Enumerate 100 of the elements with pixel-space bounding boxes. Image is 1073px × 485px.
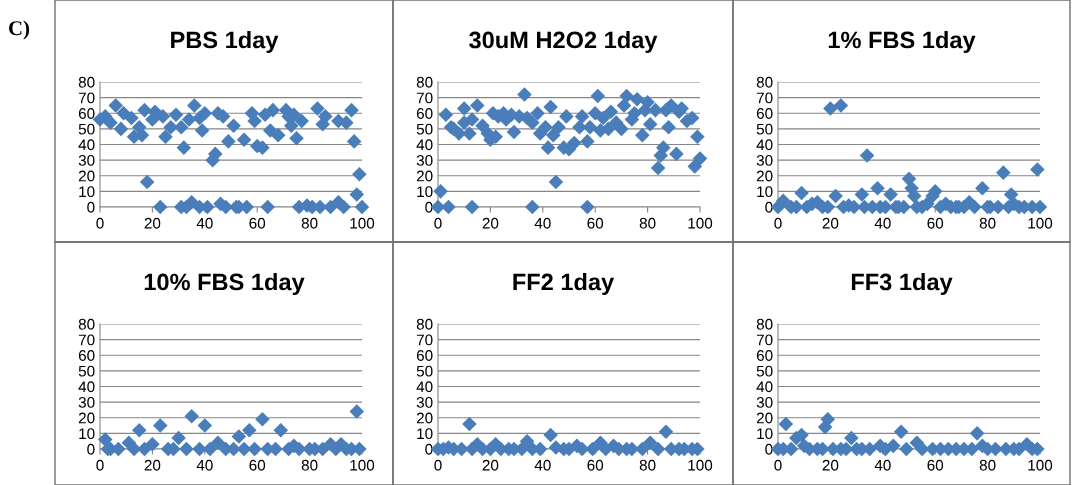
x-tick-label: 0 [96,217,104,229]
y-tick-label: 70 [756,334,773,346]
y-tick-label: 40 [78,139,95,151]
point [899,441,914,457]
x-tick-label: 60 [927,459,944,471]
point [585,441,600,457]
x-tick-label: 100 [688,217,713,229]
point [126,441,142,457]
x-tick-label: 0 [434,217,442,229]
y-tick-label: 20 [416,170,433,182]
point [145,437,160,452]
point [996,165,1011,180]
y-tick-label: 0 [87,201,95,213]
point [255,412,270,427]
x-tick-label: 20 [144,459,161,471]
x-tick-label: 40 [874,217,891,229]
y-tick-label: 0 [425,201,433,213]
x-tick-label: 60 [587,459,604,471]
x-tick-label: 100 [350,459,375,471]
x-tick-label: 100 [1028,459,1053,471]
x-tick-label: 0 [96,459,104,471]
x-tick-label: 100 [1028,217,1053,229]
x-tick-label: 20 [822,459,839,471]
y-tick-label: 70 [416,334,433,346]
x-tick-label: 40 [534,217,551,229]
x-tick-label: 80 [979,217,996,229]
point [844,430,859,446]
y-tick-label: 30 [416,154,433,166]
point [778,416,794,432]
x-tick-label: 100 [350,217,375,229]
point [1030,162,1045,177]
y-tick-label: 60 [756,108,773,119]
y-tick-label: 70 [416,92,433,104]
x-tick-label: 40 [534,459,551,471]
y-tick-label: 10 [757,186,773,198]
x-tick-label: 80 [301,459,318,471]
y-tick-label: 20 [78,170,95,182]
y-tick-label: 10 [417,428,433,440]
point [650,441,666,457]
x-tick-label: 20 [482,217,499,229]
y-tick-label: 80 [756,318,773,330]
x-tick-label: 20 [144,217,161,229]
point [820,412,836,427]
point [886,438,901,454]
point [132,422,147,438]
x-tick-label: 80 [979,459,996,471]
y-tick-label: 20 [756,170,773,182]
point [969,426,985,441]
point [247,441,262,457]
point [152,418,168,433]
chart-title: 10% FBS 1day [144,272,305,295]
y-tick-label: 0 [765,443,773,455]
y-tick-label: 80 [756,76,773,88]
y-tick-label: 80 [78,318,95,330]
x-tick-label: 0 [434,459,442,471]
y-tick-label: 0 [425,443,433,455]
x-tick-label: 40 [196,217,213,229]
y-tick-label: 70 [756,92,773,104]
point [854,187,870,202]
x-tick-label: 60 [587,217,604,229]
point [171,430,186,446]
point [543,427,558,443]
point [642,435,658,451]
y-tick-label: 40 [416,381,433,393]
y-tick-label: 20 [416,412,433,424]
y-tick-label: 30 [78,396,95,408]
y-tick-label: 40 [78,381,95,393]
point [975,180,990,196]
point [231,429,247,444]
y-tick-label: 80 [416,318,433,330]
point [519,433,535,449]
point [906,188,922,204]
chart-title: PBS 1day [171,31,279,53]
chart-title: FF3 1day [851,272,953,295]
y-tick-label: 20 [78,412,95,424]
x-tick-label: 20 [822,217,839,229]
point [197,418,213,433]
y-tick-label: 50 [756,123,773,135]
y-tick-label: 60 [78,108,95,119]
y-tick-label: 30 [756,154,773,166]
point [870,180,885,196]
y-tick-label: 70 [78,334,95,346]
x-tick-label: 80 [301,217,318,229]
y-tick-label: 0 [765,201,773,213]
y-tick-label: 10 [79,428,95,440]
point [833,98,849,113]
y-tick-label: 60 [78,350,95,361]
y-tick-label: 50 [78,365,95,377]
y-tick-label: 60 [416,350,433,361]
y-tick-label: 60 [416,108,433,119]
y-tick-label: 50 [78,123,95,135]
y-tick-label: 50 [416,365,433,377]
y-tick-label: 40 [756,381,773,393]
y-tick-label: 10 [417,186,433,198]
x-tick-label: 60 [249,217,266,229]
point [775,193,791,209]
x-tick-label: 60 [927,217,944,229]
y-tick-label: 40 [416,139,433,151]
point [658,424,674,440]
y-tick-label: 60 [756,350,773,361]
